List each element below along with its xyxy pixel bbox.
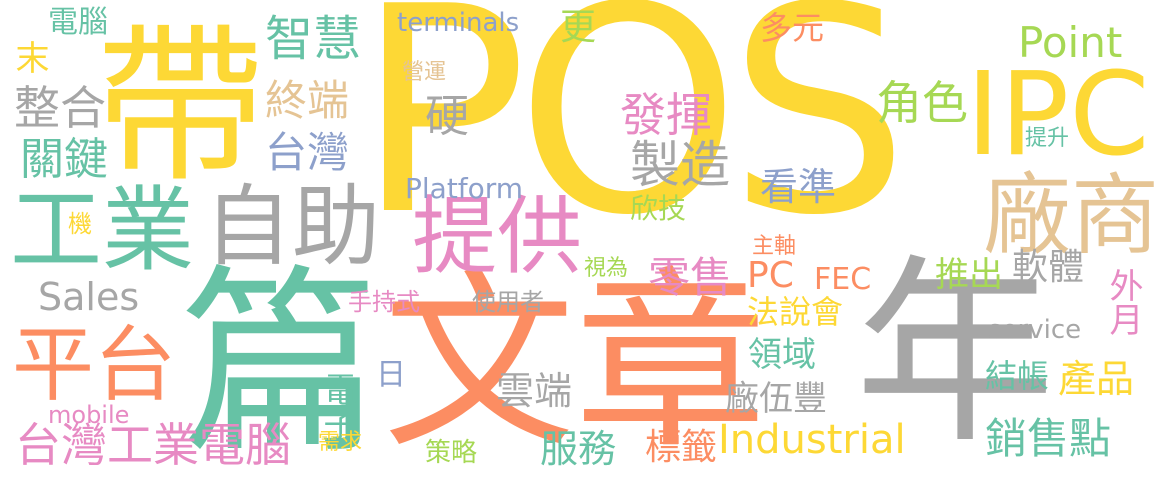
word-ying: 硬 [425, 91, 469, 142]
word-shiwei: 視為 [584, 256, 629, 281]
word-xinji: 欣技 [630, 192, 687, 225]
word-mobile: mobile [48, 401, 130, 429]
word-taiwan-long: 台灣工業電腦 [15, 418, 291, 472]
word-sales: Sales [38, 275, 140, 319]
word-fashuohui: 法說會 [747, 293, 844, 331]
word-ipc: IPC [966, 48, 1150, 182]
word-celue: 策略 [425, 438, 478, 468]
word-jiezhang: 結帳 [985, 357, 1050, 395]
word-zhizao: 製造 [630, 136, 730, 194]
word-duoyuan: 多元 [760, 9, 825, 47]
word-industrial: Industrial [718, 417, 906, 463]
word-fuwu: 服務 [540, 427, 617, 471]
word-fec: FEC [814, 262, 872, 297]
word-ruanti: 軟體 [1012, 247, 1085, 288]
word-chanpin: 產品 [1058, 357, 1135, 401]
word-ji: 機 [68, 210, 92, 238]
word-geng: 更 [560, 7, 597, 48]
word-yunduan: 雲端 [496, 369, 573, 413]
word-tuichu: 推出 [935, 255, 1003, 295]
word-tisheng: 提升 [1025, 126, 1070, 151]
word-terminals: terminals [397, 8, 520, 38]
word-gongye-big: 工業 [10, 177, 195, 284]
word-zizhu: 自助 [204, 175, 381, 278]
word-wenzhang: 文章 [383, 252, 767, 475]
word-zhongduan: 終端 [265, 76, 350, 125]
word-changshang: 廠商 [983, 164, 1160, 267]
word-xuqiu: 需求 [318, 430, 363, 455]
word-mo: 末 [9, 40, 49, 74]
word-zhenghe: 整合 [14, 81, 106, 135]
word-dai: 帶 [95, 8, 266, 206]
word-dianzi: 電子 [317, 372, 357, 440]
word-pian: 篇 [180, 248, 381, 481]
word-point: Point [1018, 18, 1123, 67]
word-changwufeng: 廠伍豐 [725, 379, 827, 419]
word-guanjian: 關鍵 [20, 134, 108, 185]
word-nian: 年 [855, 238, 1056, 471]
word-xiaoshoudian: 銷售點 [985, 414, 1112, 463]
word-taiwan: 台灣 [265, 128, 350, 177]
word-tigong: 提供 [412, 188, 583, 287]
word-service: service [988, 315, 1082, 345]
word-biaoqian: 標籤 [645, 427, 718, 468]
word-pos: POS [356, 0, 909, 278]
word-pingtai: 平台 [12, 318, 177, 413]
word-yingyun: 營運 [402, 60, 447, 85]
word-waiyue: 外月 [1103, 268, 1143, 336]
word-lingshou: 零售 [648, 253, 733, 302]
word-diannao-top: 電腦 [48, 5, 108, 40]
word-ri: 日 [370, 358, 405, 388]
word-kanzhun: 看準 [760, 165, 837, 209]
word-fahui: 發揮 [620, 88, 712, 142]
word-zhihui: 智慧 [265, 11, 362, 67]
word-platform: Platform [405, 172, 524, 205]
word-shouchishi: 手持式 [348, 288, 420, 316]
word-lingyu: 領域 [748, 335, 816, 375]
word-jiaose: 角色 [876, 76, 968, 130]
word-shiyongzhe: 使用者 [472, 288, 544, 316]
word-zhuzhou: 主軸 [752, 234, 797, 259]
word-pc: PC [747, 255, 794, 296]
